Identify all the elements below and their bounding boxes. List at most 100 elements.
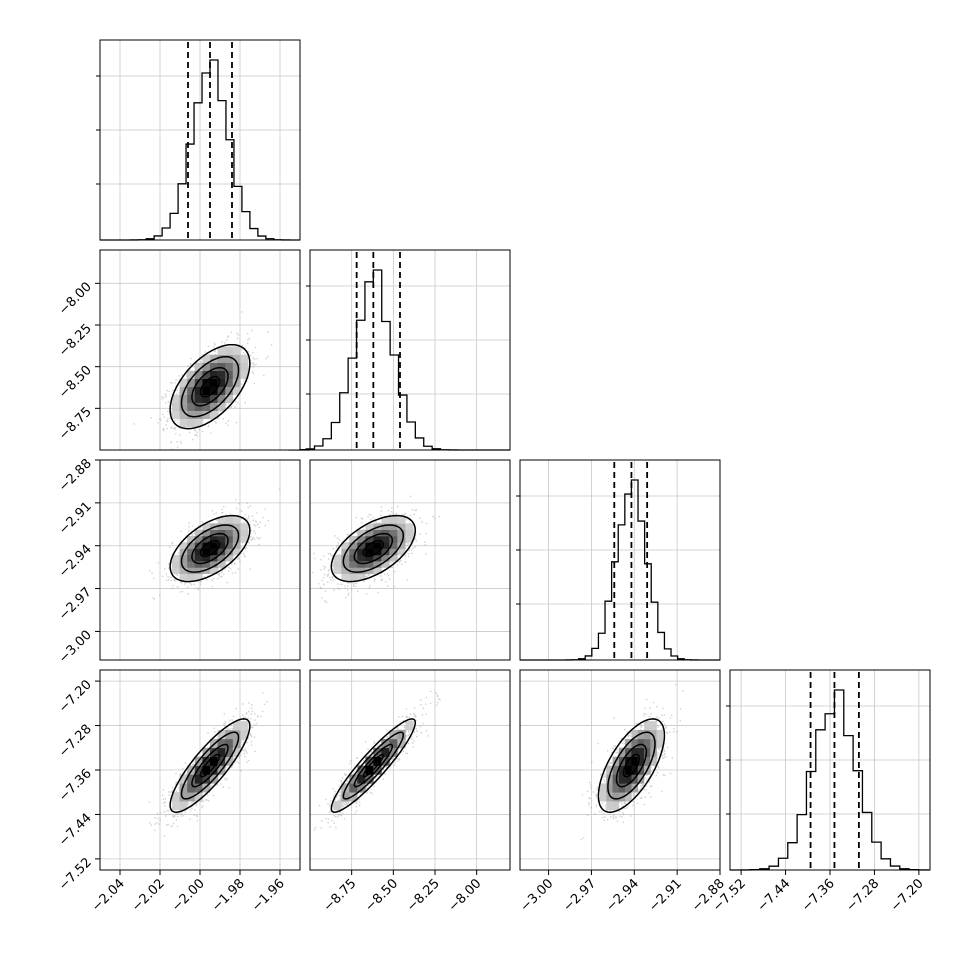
density-cell <box>389 536 398 543</box>
density-cell <box>217 346 226 355</box>
density-cell <box>232 529 241 537</box>
x-tick-label: −7.44 <box>755 876 794 915</box>
contour-level-0 <box>330 718 417 813</box>
density-cell <box>217 394 226 403</box>
density-cell <box>217 354 226 363</box>
density-cell <box>389 747 398 757</box>
density-cell <box>194 783 203 793</box>
x-tick-label: −7.20 <box>888 876 927 915</box>
density-cell <box>217 402 226 411</box>
density-cell <box>179 783 188 793</box>
density-cell <box>187 410 196 419</box>
density-cell <box>365 774 374 784</box>
density-cell <box>349 783 358 793</box>
density-cell <box>240 362 249 371</box>
y-tick-label: −7.36 <box>56 766 95 805</box>
density-cell <box>397 730 406 740</box>
density-cell <box>349 561 358 568</box>
density-cell <box>381 536 390 543</box>
density-cell <box>232 362 241 371</box>
density-cell <box>187 783 196 793</box>
density-cell <box>405 529 414 537</box>
scatter-panel-3-1 <box>309 669 511 871</box>
density-cell <box>405 721 414 731</box>
contour-level-0 <box>597 718 666 813</box>
density-cell <box>612 765 620 775</box>
density-cell <box>405 523 414 531</box>
density-cell <box>187 554 196 562</box>
contour-level-0 <box>169 343 251 430</box>
density-cell <box>217 370 226 379</box>
density-cell <box>397 738 406 749</box>
x-tick-label: −8.75 <box>321 876 360 915</box>
density-cell <box>232 747 241 757</box>
density-cell <box>225 517 234 524</box>
density-cell <box>365 523 374 531</box>
contour-level-1 <box>180 355 240 418</box>
contour-level-3 <box>199 375 221 398</box>
density-cell <box>381 523 390 531</box>
density-cell <box>365 529 374 537</box>
density-cell <box>179 418 188 427</box>
density-cell <box>202 774 211 784</box>
density-cell <box>357 548 366 556</box>
contour-level-3 <box>362 539 385 558</box>
scatter-panel-2-1 <box>309 459 511 661</box>
y-tick-label: −7.20 <box>56 677 95 716</box>
density-cell <box>194 765 203 775</box>
density-cell <box>381 554 390 562</box>
density-cell <box>656 730 664 740</box>
density-cell <box>210 747 218 757</box>
density-cell <box>225 542 234 549</box>
density-cell <box>365 765 374 775</box>
density-cell <box>333 561 342 568</box>
density-cell <box>225 394 234 403</box>
density-cell <box>637 747 645 757</box>
density-cell <box>357 774 366 784</box>
density-cell <box>333 567 342 575</box>
density-cell <box>225 548 234 556</box>
density-cell <box>341 542 350 549</box>
x-tick-label: −2.91 <box>646 876 685 915</box>
density-cell <box>365 561 374 568</box>
density-cell <box>210 756 218 766</box>
density-cell <box>202 370 211 379</box>
density-cell <box>232 536 241 543</box>
density-cell <box>232 721 241 731</box>
density-cell <box>202 756 211 766</box>
density-cell <box>225 536 234 543</box>
density-cell <box>202 410 211 419</box>
density-cell <box>650 738 657 749</box>
density-cell <box>240 523 249 531</box>
y-tick-label: −8.75 <box>56 405 95 444</box>
density-cell <box>202 548 211 556</box>
y-tick-label: −8.25 <box>56 321 95 360</box>
density-cell <box>202 567 211 575</box>
density-cell <box>373 756 382 766</box>
density-cell <box>373 536 382 543</box>
density-cell <box>381 738 390 749</box>
x-tick-label: −2.02 <box>129 876 168 915</box>
density-cell <box>225 346 234 355</box>
density-cell <box>637 730 645 740</box>
density-cell <box>625 783 632 793</box>
density-cell <box>187 536 196 543</box>
y-tick-label: −7.52 <box>56 855 95 894</box>
density-cell <box>210 536 218 543</box>
contour-level-2 <box>191 366 229 407</box>
density-cell <box>217 561 226 568</box>
density-cell <box>179 774 188 784</box>
density-cell <box>194 536 203 543</box>
density-cell <box>650 730 657 740</box>
panel-frame <box>99 459 301 661</box>
panel-frame <box>309 669 511 871</box>
density-cell <box>357 573 366 581</box>
density-cell <box>644 730 651 740</box>
panel-frame <box>519 669 721 871</box>
density-cell <box>240 529 249 537</box>
density-cell <box>210 567 218 575</box>
density-cell <box>232 523 241 531</box>
hist-panel-1 <box>288 249 511 451</box>
scatter-panel-3-2 <box>519 669 721 871</box>
density-cell <box>625 765 632 775</box>
